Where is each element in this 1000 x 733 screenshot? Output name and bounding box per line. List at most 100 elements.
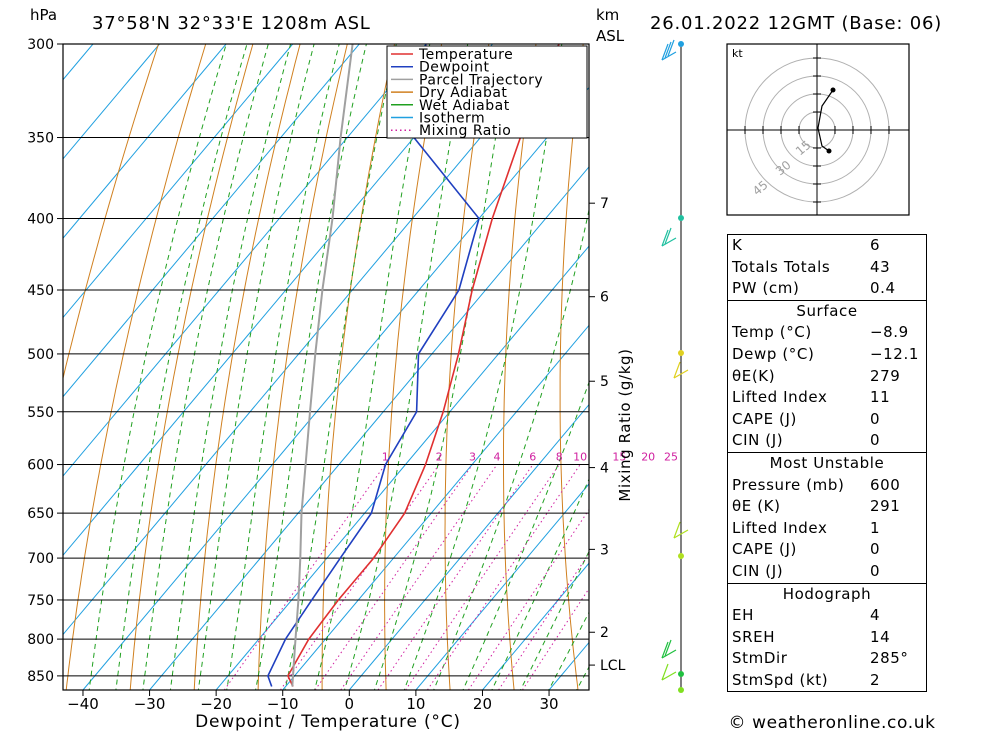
mixing-ratio-label: 15 <box>612 451 626 464</box>
date-title: 26.01.2022 12GMT (Base: 06) <box>650 13 942 34</box>
row-value: 0 <box>870 409 881 428</box>
row-label: Pressure (mb) <box>732 475 845 494</box>
data-row: CIN (J) 0 <box>728 561 926 583</box>
row-label: CAPE (J) <box>732 409 797 428</box>
index-pw: PW (cm) 0.4 <box>728 278 926 300</box>
row-value: 0 <box>870 431 881 450</box>
data-row: θE(K) 279 <box>728 366 926 388</box>
x-tick-label: −30 <box>134 695 166 713</box>
mixing-ratio-label: 25 <box>664 451 678 464</box>
data-row: CAPE (J) 0 <box>728 409 926 431</box>
km-tick-label: 2 <box>600 625 609 641</box>
row-label: Lifted Index <box>732 388 828 407</box>
hodograph-section: Hodograph EH 4 SREH 14 StmDir 285° StmSpd (kt)… <box>728 582 926 692</box>
legend-entry: Dewpoint <box>419 60 490 76</box>
y-tick-label: 750 <box>27 593 54 609</box>
wet-adiabat-line <box>169 44 292 690</box>
dry-adiabat-line <box>961 44 1000 690</box>
km-tick-label: LCL <box>600 658 626 674</box>
location-title: 37°58'N 32°33'E 1208m ASL <box>92 13 371 34</box>
isotherm-line <box>63 44 227 239</box>
isotherm-line <box>63 44 294 319</box>
hodograph-title: Hodograph <box>782 584 872 603</box>
data-row: Lifted Index 11 <box>728 387 926 409</box>
isotherm-line <box>63 44 493 557</box>
data-row: Lifted Index 1 <box>728 518 926 540</box>
y-tick-label: 450 <box>27 283 54 299</box>
dry-adiabat-line <box>63 44 159 381</box>
index-totals: Totals Totals 43 <box>728 257 926 279</box>
isotherm-line <box>348 403 589 690</box>
mixing-ratio-label: 8 <box>556 451 563 464</box>
data-row: Pressure (mb) 600 <box>728 475 926 497</box>
hodograph-trace <box>817 89 834 152</box>
hodograph-unit: kt <box>732 47 743 60</box>
isotherm-line <box>63 44 560 636</box>
wind-barb-flag <box>664 227 672 245</box>
legend-entry: Mixing Ratio <box>419 123 511 139</box>
dry-adiabat-line <box>129 44 254 690</box>
isotherm-line <box>63 44 427 477</box>
row-label: CAPE (J) <box>732 540 797 559</box>
data-row: Temp (°C) −8.9 <box>728 322 926 344</box>
plot-frame <box>62 43 590 691</box>
wet-adiabat-line <box>284 44 397 690</box>
indices-panel: K 6 Totals Totals 43 PW (cm) 0.4 Surface Te… <box>727 234 927 693</box>
km-tick-label: 3 <box>600 542 609 558</box>
km-label: km <box>596 6 619 24</box>
y-tick-label: 500 <box>27 347 54 363</box>
wet-adiabat-line <box>197 44 315 690</box>
surface-section: Surface Temp (°C) −8.9 Dewp (°C) −12.1 θE(K)… <box>728 299 926 452</box>
surface-title: Surface <box>796 301 858 320</box>
km-tick-label: 6 <box>600 290 609 306</box>
mixing-ratio-line <box>279 464 440 690</box>
row-label: EH <box>732 606 754 625</box>
x-tick-label: −20 <box>200 695 232 713</box>
wind-level-dot <box>678 553 684 559</box>
wind-barb-flag <box>661 663 669 681</box>
index-label: Totals Totals <box>732 257 831 276</box>
x-axis-label: Dewpoint / Temperature (°C) <box>195 712 461 732</box>
x-tick-label: 20 <box>473 695 492 713</box>
data-row: θE (K) 291 <box>728 496 926 518</box>
data-row: EH 4 <box>728 605 926 627</box>
mixing-ratio-label: 10 <box>573 451 587 464</box>
y-tick-label: 300 <box>27 37 54 53</box>
wet-adiabat-line <box>314 44 431 690</box>
wet-adiabat-line <box>462 380 589 690</box>
data-row: CAPE (J) 0 <box>728 539 926 561</box>
wind-barb <box>673 529 689 539</box>
mixing-ratio-label: 2 <box>436 451 443 464</box>
row-value: 0 <box>870 540 881 559</box>
x-tick-label: 10 <box>406 695 425 713</box>
index-label: PW (cm) <box>732 279 800 298</box>
y-tick-label: 850 <box>27 669 54 685</box>
mixing-ratio-label: 3 <box>469 451 476 464</box>
row-label: CIN (J) <box>732 431 784 450</box>
most-unstable-section: Most Unstable Pressure (mb) 600 θE (K) 291 L… <box>728 451 926 583</box>
isotherm-line <box>63 44 160 160</box>
wind-level-dot <box>678 687 684 693</box>
wind-barb <box>661 671 677 681</box>
index-label: K <box>732 236 743 254</box>
row-label: θE(K) <box>732 366 776 385</box>
km-tick-label: 7 <box>600 196 609 212</box>
wind-barb-flag <box>664 639 672 657</box>
wind-barb-flag <box>667 39 675 57</box>
asl-label: ASL <box>596 27 625 45</box>
mixing-ratio-line <box>223 464 386 690</box>
row-value: 600 <box>870 475 901 494</box>
legend-entry: Wet Adiabat <box>419 98 510 114</box>
index-value: 6 <box>870 236 881 254</box>
isotherm-line <box>63 44 360 398</box>
wind-barb-flag <box>661 229 669 247</box>
data-row: StmDir 285° <box>728 648 926 670</box>
wind-barb-flag <box>673 521 681 539</box>
y-tick-label: 600 <box>27 458 54 474</box>
x-tick-label: 0 <box>345 695 355 713</box>
wet-adiabat-line <box>226 44 340 690</box>
wind-barb <box>661 237 677 247</box>
index-value: 0.4 <box>870 279 896 298</box>
